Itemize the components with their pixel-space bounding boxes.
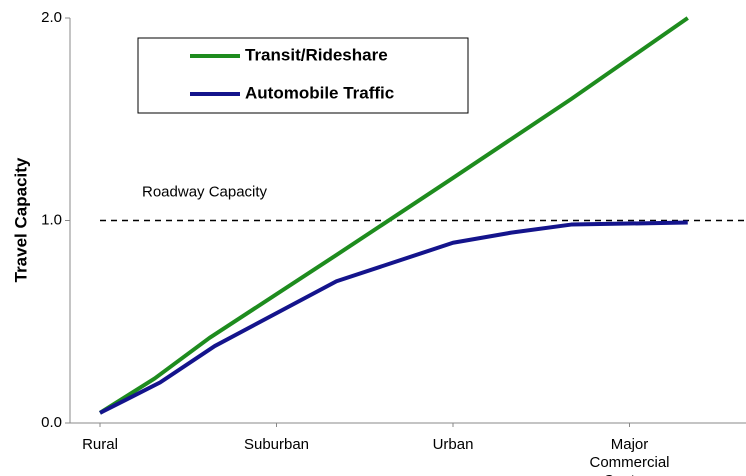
y-axis-title: Travel Capacity (11, 157, 30, 282)
legend-label: Transit/Rideshare (245, 45, 388, 64)
x-tick-label: Urban (432, 436, 474, 453)
x-tick-label: Rural (82, 436, 118, 453)
series-line (98, 16, 689, 415)
x-tick-label: Major Commercial Centers (589, 436, 670, 476)
x-tick-label: Suburban (243, 436, 310, 453)
legend-box (137, 37, 469, 114)
legend-label: Automobile Traffic (245, 83, 394, 102)
y-tick-label: 1.0 (41, 211, 62, 228)
reference-label: Roadway Capacity (142, 183, 268, 200)
y-tick-label: 0.0 (41, 414, 62, 431)
y-tick-label: 2.0 (41, 9, 62, 26)
series-line (99, 220, 688, 415)
